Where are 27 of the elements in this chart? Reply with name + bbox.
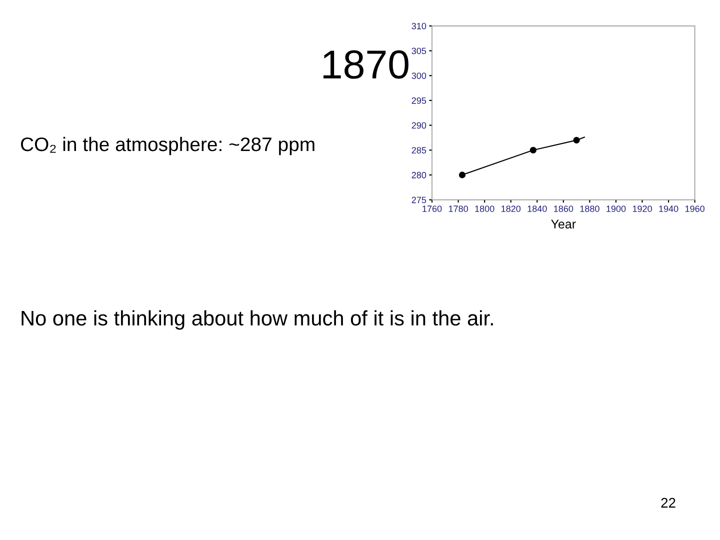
- y-tick-label: 275: [412, 196, 426, 204]
- y-tick-label: 305: [412, 48, 426, 54]
- point: [530, 146, 536, 154]
- x-tick-label: 1940: [659, 206, 678, 212]
- x-tick-label: 1880: [580, 206, 600, 212]
- text: 22: [661, 498, 676, 508]
- y-tick-label: 285: [412, 147, 426, 154]
- text: No one is thinking about how much of it is in the air.: [22, 310, 493, 330]
- x-tick-label: 1860: [554, 206, 574, 212]
- x-tick-label: 1820: [501, 206, 521, 212]
- point: [458, 172, 466, 178]
- y-tick-label: 295: [412, 97, 426, 104]
- y-tick-label: 290: [412, 122, 426, 129]
- x-axis-title: Year: [551, 220, 576, 229]
- x-tick-label: 1760: [422, 206, 442, 212]
- y-tick-label: 300: [412, 72, 426, 79]
- point: [573, 136, 580, 144]
- x-tick-label: 1800: [475, 206, 494, 212]
- x-tick-label: 1780: [448, 206, 468, 212]
- y-tick-label: 280: [412, 172, 426, 178]
- text: CO₂ in the atmosphere: ~287 ppm: [20, 136, 314, 156]
- x-tick-label: 1960: [685, 206, 704, 212]
- chart-title: 1870: [323, 50, 408, 79]
- x-tick-label: 1920: [632, 206, 652, 212]
- x-tick-label: 1840: [528, 206, 547, 212]
- y-tick-label: 310: [412, 22, 426, 30]
- x-tick-label: 1900: [606, 206, 626, 212]
